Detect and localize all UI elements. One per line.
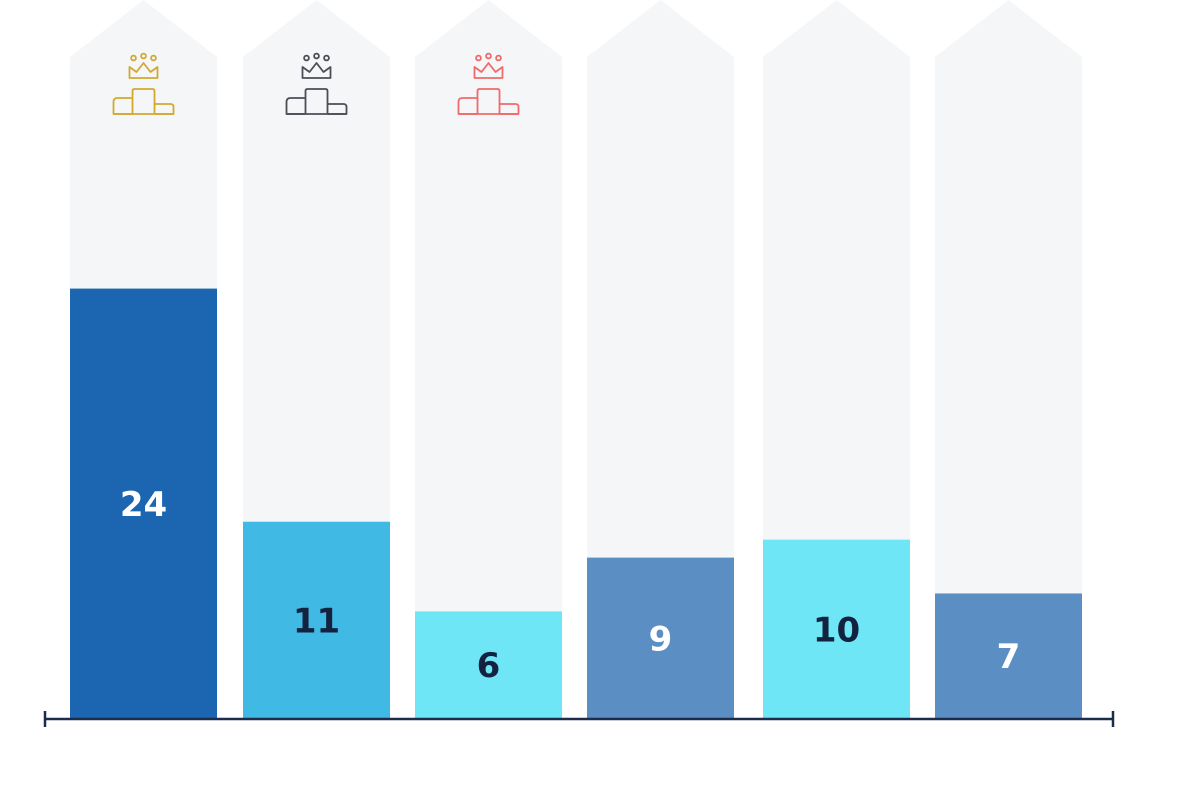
bar-value-label: 11 xyxy=(293,601,340,641)
podium-icons xyxy=(112,52,520,115)
bar-value-label: 9 xyxy=(649,619,673,659)
background-column xyxy=(587,0,734,719)
podium-crown-silver-icon xyxy=(285,52,348,115)
bars xyxy=(70,288,1082,719)
bar-value-label: 24 xyxy=(120,485,167,525)
podium-crown-bronze-icon xyxy=(457,52,520,115)
x-axis xyxy=(43,711,1115,727)
bar xyxy=(763,539,910,719)
background-column xyxy=(415,0,562,719)
bar-value-label: 7 xyxy=(997,637,1021,677)
background-column xyxy=(935,0,1082,719)
background-column xyxy=(763,0,910,719)
bar xyxy=(935,593,1082,719)
background-columns xyxy=(70,0,1082,719)
bar-value-label: 10 xyxy=(813,610,860,650)
bar xyxy=(243,521,390,719)
bar-value-label: 6 xyxy=(477,646,501,686)
bar xyxy=(415,611,562,719)
podium-crown-gold-icon xyxy=(112,52,175,115)
bar xyxy=(70,288,217,719)
bar xyxy=(587,557,734,719)
bar-value-labels: 24 11 6 9 10 7 xyxy=(120,485,1021,686)
